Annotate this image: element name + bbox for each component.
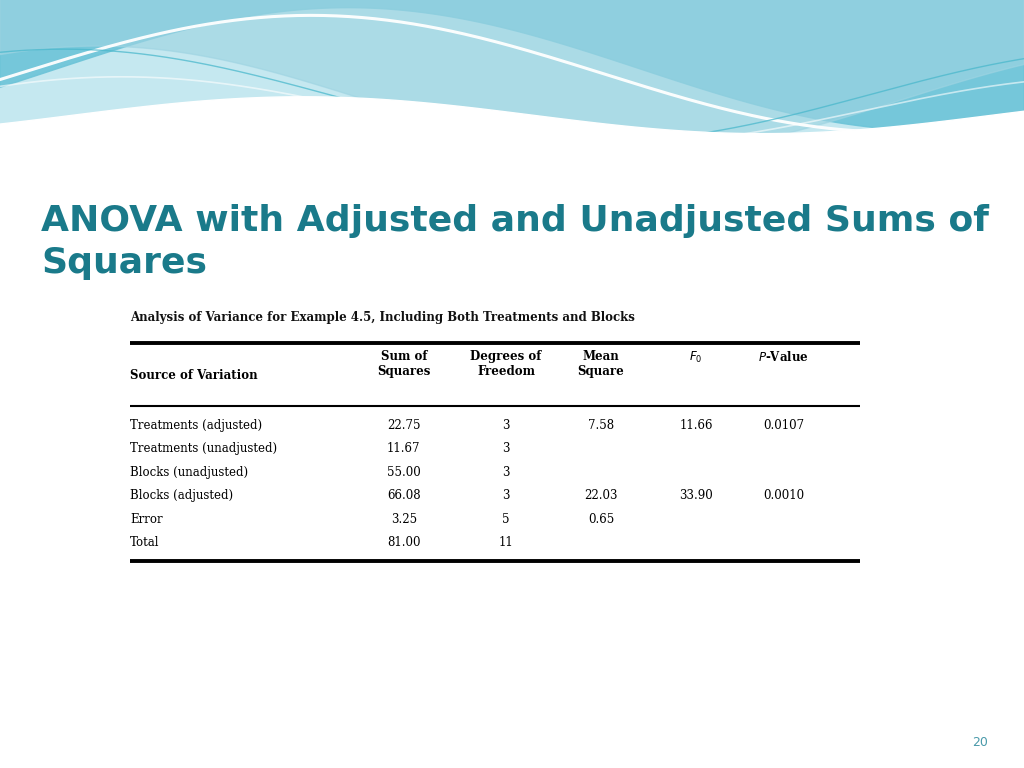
Text: Blocks (unadjusted): Blocks (unadjusted)	[130, 465, 248, 478]
Text: 0.0107: 0.0107	[763, 419, 804, 432]
Text: $F_0$: $F_0$	[689, 350, 702, 366]
Text: 11: 11	[499, 536, 513, 549]
Text: Treatments (unadjusted): Treatments (unadjusted)	[130, 442, 278, 455]
Text: Error: Error	[130, 512, 163, 525]
Text: Total: Total	[130, 536, 160, 549]
Text: 7.58: 7.58	[588, 419, 614, 432]
Text: ANOVA with Adjusted and Unadjusted Sums of: ANOVA with Adjusted and Unadjusted Sums …	[41, 204, 989, 237]
Text: Degrees of
Freedom: Degrees of Freedom	[470, 350, 542, 379]
Text: Squares: Squares	[41, 246, 207, 280]
Text: 0.0010: 0.0010	[763, 489, 804, 502]
Text: 3: 3	[503, 419, 510, 432]
Text: 33.90: 33.90	[679, 489, 713, 502]
Text: 0.65: 0.65	[588, 512, 614, 525]
Text: Analysis of Variance for Example 4.5, Including Both Treatments and Blocks: Analysis of Variance for Example 4.5, In…	[130, 311, 635, 324]
Text: Treatments (adjusted): Treatments (adjusted)	[130, 419, 262, 432]
Text: 11.66: 11.66	[679, 419, 713, 432]
Text: 5: 5	[503, 512, 510, 525]
Text: Sum of
Squares: Sum of Squares	[377, 350, 430, 379]
Polygon shape	[0, 0, 1024, 154]
Text: 81.00: 81.00	[387, 536, 421, 549]
Text: 22.75: 22.75	[387, 419, 421, 432]
Text: 3.25: 3.25	[391, 512, 417, 525]
Text: 3: 3	[503, 489, 510, 502]
Text: 3: 3	[503, 465, 510, 478]
Text: Source of Variation: Source of Variation	[130, 369, 258, 382]
Text: 22.03: 22.03	[585, 489, 617, 502]
Text: 20: 20	[972, 736, 988, 749]
Text: 55.00: 55.00	[387, 465, 421, 478]
Text: 11.67: 11.67	[387, 442, 421, 455]
Text: 3: 3	[503, 442, 510, 455]
Text: Mean
Square: Mean Square	[578, 350, 625, 379]
Text: $P$-Value: $P$-Value	[758, 350, 809, 364]
Text: 66.08: 66.08	[387, 489, 421, 502]
Text: Blocks (adjusted): Blocks (adjusted)	[130, 489, 233, 502]
